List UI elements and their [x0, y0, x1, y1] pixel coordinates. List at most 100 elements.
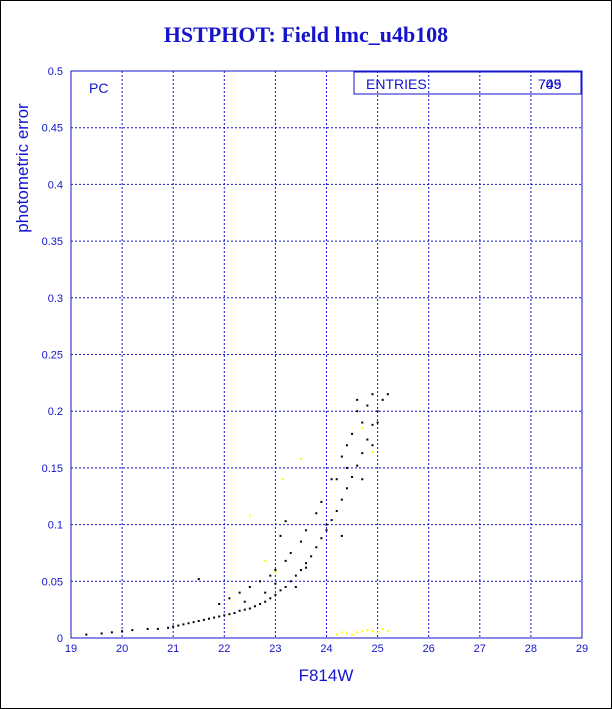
data-point — [269, 574, 272, 577]
data-point — [253, 605, 256, 608]
data-point — [366, 404, 369, 407]
data-point — [351, 432, 354, 435]
x-tick-label: 27 — [474, 643, 486, 655]
data-point — [315, 546, 318, 549]
data-point — [299, 568, 302, 571]
y-tick-label: 0.3 — [48, 293, 63, 305]
data-point — [361, 478, 364, 481]
flagged-data-point — [299, 457, 302, 460]
data-point — [100, 632, 103, 635]
data-point — [197, 619, 200, 622]
data-point — [218, 615, 221, 618]
data-point — [248, 607, 251, 610]
data-point — [351, 475, 354, 478]
x-tick-label: 21 — [167, 643, 179, 655]
data-point — [335, 509, 338, 512]
data-point — [146, 627, 149, 630]
flagged-data-point — [345, 632, 348, 635]
data-point — [177, 624, 180, 627]
data-point — [356, 398, 359, 401]
data-point — [233, 612, 236, 615]
data-point — [305, 566, 308, 569]
y-tick-label: 0.25 — [42, 350, 63, 362]
data-point — [264, 600, 267, 603]
data-point — [243, 608, 246, 611]
flagged-data-point — [381, 627, 384, 630]
flagged-data-point — [376, 631, 379, 634]
flagged-data-point — [274, 571, 277, 574]
x-tick-label: 23 — [269, 643, 281, 655]
x-tick-label: 22 — [218, 643, 230, 655]
flagged-data-point — [356, 631, 359, 634]
data-point — [238, 591, 241, 594]
data-point — [279, 534, 282, 537]
data-point — [305, 562, 308, 565]
data-point — [269, 597, 272, 600]
data-point — [284, 520, 287, 523]
x-tick-label: 26 — [423, 643, 435, 655]
points-flagged-series — [248, 427, 389, 636]
data-point — [228, 597, 231, 600]
data-point — [207, 617, 210, 620]
data-point — [376, 410, 379, 413]
data-point — [345, 487, 348, 490]
data-point — [330, 519, 333, 522]
data-point — [305, 529, 308, 532]
data-point — [361, 452, 364, 455]
data-point — [371, 423, 374, 426]
x-axis-label: F814W — [299, 666, 354, 685]
data-point — [325, 529, 328, 532]
data-point — [371, 444, 374, 447]
x-tick-label: 28 — [525, 643, 537, 655]
flagged-data-point — [282, 478, 285, 481]
data-point — [345, 466, 348, 469]
data-point — [218, 602, 221, 605]
x-tick-labels: 19 20 21 22 23 24 25 26 27 28 29 — [65, 643, 588, 655]
data-point — [167, 626, 170, 629]
data-point — [238, 609, 241, 612]
data-point — [340, 455, 343, 458]
data-point — [289, 551, 292, 554]
data-point — [259, 602, 262, 605]
data-point — [294, 574, 297, 577]
points-main-series — [85, 393, 389, 636]
x-tick-label: 25 — [371, 643, 383, 655]
data-point — [345, 444, 348, 447]
data-point — [356, 410, 359, 413]
data-point — [366, 438, 369, 441]
data-point — [131, 629, 134, 632]
data-point — [356, 464, 359, 467]
data-point — [228, 613, 231, 616]
data-point — [259, 580, 262, 583]
data-point — [381, 398, 384, 401]
flagged-data-point — [248, 514, 251, 517]
flagged-data-point — [371, 451, 374, 454]
data-point — [213, 616, 216, 619]
data-point — [187, 622, 190, 625]
y-tick-label: 0 — [57, 633, 63, 645]
data-point — [315, 512, 318, 515]
data-point — [340, 534, 343, 537]
flagged-data-point — [361, 427, 364, 430]
data-point — [294, 585, 297, 588]
data-point — [172, 625, 175, 628]
data-point — [376, 421, 379, 424]
x-tick-label: 20 — [116, 643, 128, 655]
x-tick-label: 29 — [576, 643, 588, 655]
data-point — [197, 578, 200, 581]
y-tick-label: 0.15 — [42, 463, 63, 475]
x-tick-label: 19 — [65, 643, 77, 655]
data-point — [386, 393, 389, 396]
data-point — [284, 559, 287, 562]
stats-label: ENTRIES — [366, 76, 427, 92]
flagged-data-point — [361, 630, 364, 633]
data-point — [330, 478, 333, 481]
y-tick-label: 0.45 — [42, 123, 63, 135]
data-point — [289, 580, 292, 583]
data-point — [182, 623, 185, 626]
panel-label: PC — [89, 80, 108, 96]
y-tick-label: 0.2 — [48, 406, 63, 418]
stats-value-2: 745 — [538, 76, 562, 92]
flagged-data-point — [335, 633, 338, 636]
